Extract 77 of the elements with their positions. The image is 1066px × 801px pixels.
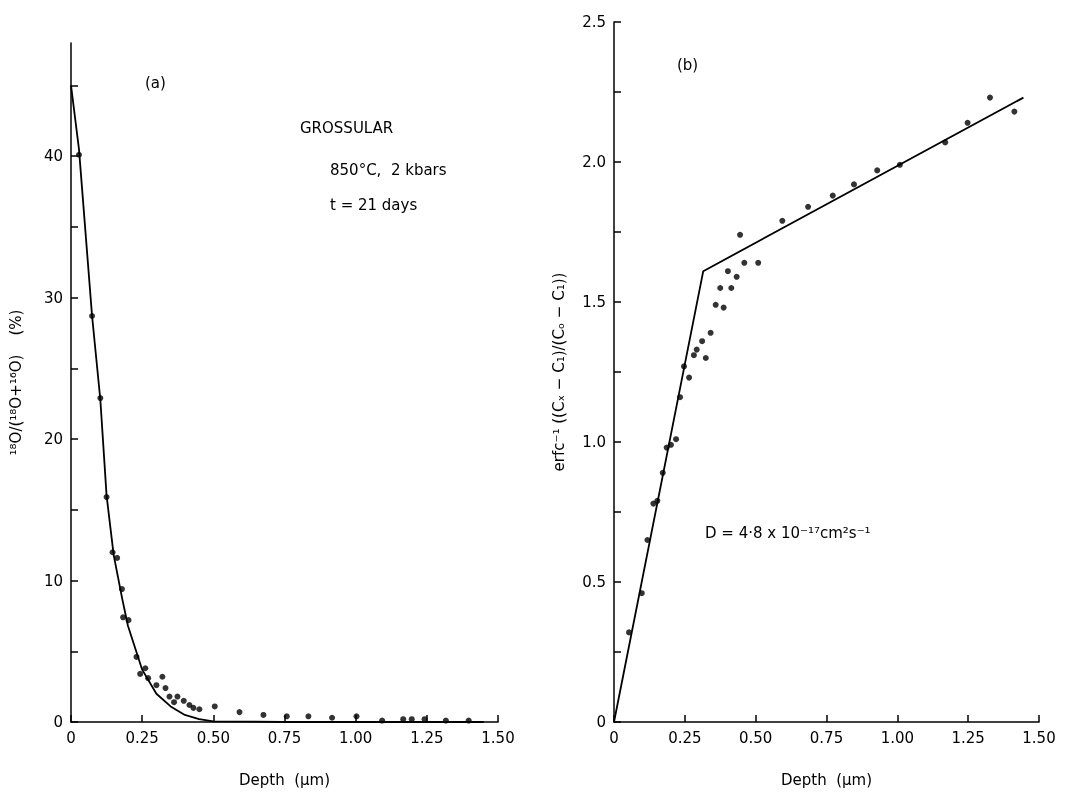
y-tick-label: 2.5: [582, 13, 606, 31]
x-tick-label: 1.25: [410, 728, 444, 747]
x-tick-label: 0.25: [668, 728, 702, 747]
point: [190, 704, 197, 711]
point: [673, 436, 680, 443]
point: [724, 268, 731, 275]
y-axis-title: erfc⁻¹ ((Cₓ − C₁)/(Cₒ − C₁)): [549, 272, 568, 472]
point: [137, 670, 144, 677]
y-tick-label: 0: [596, 713, 606, 731]
point: [180, 697, 187, 704]
annotation: GROSSULAR: [300, 118, 394, 137]
point: [236, 709, 243, 716]
x-tick-label: 0: [66, 728, 76, 747]
point: [728, 285, 735, 291]
point: [720, 304, 727, 311]
y-tick-label: 0: [53, 713, 63, 731]
point: [305, 713, 312, 720]
point: [829, 192, 836, 199]
point: [162, 685, 169, 692]
point: [693, 346, 700, 353]
y-tick-label: 40: [43, 147, 63, 166]
point: [153, 682, 160, 689]
point: [964, 119, 971, 126]
point: [1011, 108, 1018, 115]
point: [755, 259, 762, 266]
point: [712, 301, 719, 308]
y-axis-title: ¹⁸O/(¹⁸O+¹⁶O) (%): [6, 309, 25, 456]
x-tick-label: 0.75: [809, 728, 844, 747]
point: [805, 203, 812, 210]
x-tick-label: 1.00: [338, 728, 373, 747]
x-tick-label: 1.00: [880, 728, 915, 747]
x-tick-label: 1.25: [951, 728, 985, 747]
y-tick-label: 1.0: [582, 433, 606, 451]
x-tick-label: 0: [609, 728, 619, 747]
annotation: 850°C, 2 kbars: [330, 160, 447, 179]
y-tick-label: 0.5: [582, 573, 606, 591]
point: [717, 285, 724, 291]
x-tick-label: 0.50: [196, 728, 231, 747]
point: [733, 273, 740, 280]
point: [850, 181, 857, 188]
point: [196, 706, 203, 713]
point: [329, 714, 336, 721]
annotation: D = 4·8 x 10⁻¹⁷cm²s⁻¹: [705, 523, 871, 542]
point: [779, 217, 786, 224]
y-tick-label: 1.5: [582, 293, 606, 311]
x-tick-label: 0.75: [267, 728, 302, 747]
point: [737, 231, 744, 238]
text: (b): [677, 55, 699, 74]
y-tick-label: 30: [43, 288, 63, 307]
point: [166, 693, 173, 700]
point: [702, 355, 709, 361]
point: [686, 374, 693, 381]
x-axis-title: Depth (μm): [238, 770, 331, 789]
point: [260, 711, 267, 718]
x-tick-label: 0.50: [738, 728, 773, 747]
point: [211, 703, 218, 710]
point: [114, 554, 121, 561]
y-tick-label: 10: [43, 571, 63, 590]
point: [986, 94, 993, 101]
point: [690, 352, 697, 359]
point: [707, 329, 714, 336]
point: [283, 713, 290, 720]
x-axis-title: Depth (μm): [780, 770, 873, 789]
point: [874, 167, 881, 174]
text: (a): [145, 73, 166, 92]
point: [741, 259, 748, 266]
point: [159, 673, 166, 680]
point: [142, 665, 149, 672]
point: [171, 699, 178, 706]
x-tick-label: 1.50: [1022, 728, 1056, 747]
y-tick-label: 20: [43, 430, 63, 449]
y-tick-label: 2.0: [582, 153, 606, 171]
annotation: t = 21 days: [330, 195, 418, 214]
x-tick-label: 0.25: [125, 728, 159, 747]
point: [174, 693, 181, 700]
x-tick-label: 1.50: [481, 728, 515, 747]
point: [699, 338, 706, 345]
